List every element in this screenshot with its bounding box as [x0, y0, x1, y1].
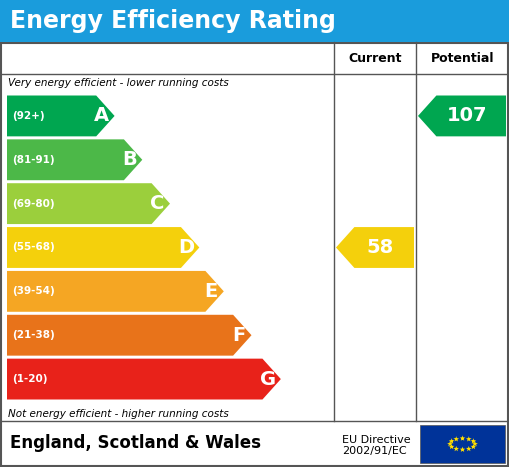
- Text: C: C: [150, 194, 164, 213]
- Text: (92+): (92+): [12, 111, 45, 121]
- Polygon shape: [336, 227, 414, 268]
- Text: (21-38): (21-38): [12, 330, 55, 340]
- Polygon shape: [454, 446, 459, 451]
- Polygon shape: [466, 436, 472, 442]
- Polygon shape: [466, 446, 472, 451]
- Polygon shape: [460, 446, 465, 452]
- Polygon shape: [7, 183, 170, 224]
- Text: B: B: [122, 150, 137, 169]
- Text: England, Scotland & Wales: England, Scotland & Wales: [10, 434, 261, 452]
- Text: 2002/91/EC: 2002/91/EC: [342, 446, 407, 456]
- Polygon shape: [449, 444, 455, 449]
- Text: (1-20): (1-20): [12, 374, 47, 384]
- Text: (55-68): (55-68): [12, 242, 55, 253]
- Polygon shape: [460, 435, 465, 441]
- Polygon shape: [447, 441, 453, 446]
- Bar: [0, 0, 509, 42]
- Text: EU Directive: EU Directive: [342, 435, 411, 445]
- Text: 58: 58: [367, 238, 394, 257]
- Text: 107: 107: [447, 106, 488, 126]
- Text: (69-80): (69-80): [12, 198, 54, 209]
- Text: Current: Current: [348, 51, 402, 64]
- Polygon shape: [454, 436, 459, 442]
- Text: D: D: [179, 238, 194, 257]
- Bar: [420, 425, 505, 463]
- Text: (39-54): (39-54): [12, 286, 55, 297]
- Polygon shape: [470, 444, 476, 449]
- Text: Energy Efficiency Rating: Energy Efficiency Rating: [10, 9, 336, 33]
- Text: Very energy efficient - lower running costs: Very energy efficient - lower running co…: [8, 78, 229, 88]
- Polygon shape: [7, 95, 115, 136]
- Text: Not energy efficient - higher running costs: Not energy efficient - higher running co…: [8, 409, 229, 419]
- Text: Potential: Potential: [431, 51, 494, 64]
- Text: A: A: [94, 106, 109, 126]
- Polygon shape: [472, 441, 478, 446]
- Polygon shape: [7, 271, 224, 312]
- Text: F: F: [232, 325, 245, 345]
- Polygon shape: [7, 359, 281, 399]
- Polygon shape: [418, 95, 506, 136]
- Polygon shape: [449, 438, 455, 444]
- Text: G: G: [260, 369, 276, 389]
- Text: E: E: [204, 282, 217, 301]
- Polygon shape: [7, 139, 143, 180]
- Text: (81-91): (81-91): [12, 155, 54, 165]
- Polygon shape: [7, 315, 251, 356]
- Polygon shape: [7, 227, 200, 268]
- Polygon shape: [470, 438, 476, 444]
